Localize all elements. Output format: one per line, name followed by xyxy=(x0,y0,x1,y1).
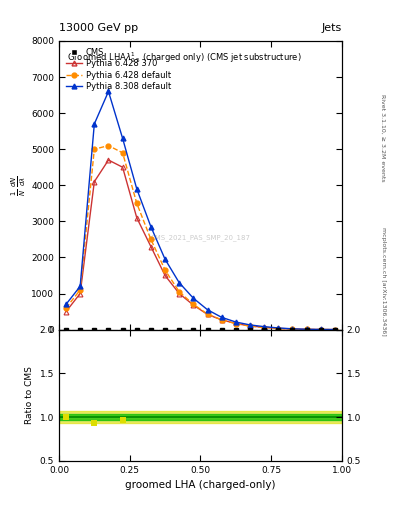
Point xyxy=(63,413,69,421)
Y-axis label: Ratio to CMS: Ratio to CMS xyxy=(25,366,34,424)
Y-axis label: $\frac{1}{N}$ $\frac{dN}{d\lambda}$: $\frac{1}{N}$ $\frac{dN}{d\lambda}$ xyxy=(10,175,28,196)
Bar xyxy=(59,414,342,420)
X-axis label: groomed LHA (charged-only): groomed LHA (charged-only) xyxy=(125,480,275,490)
Legend: CMS, Pythia 6.428 370, Pythia 6.428 default, Pythia 8.308 default: CMS, Pythia 6.428 370, Pythia 6.428 defa… xyxy=(63,45,173,94)
Point xyxy=(91,419,97,428)
Bar xyxy=(59,411,342,423)
Point xyxy=(119,416,126,424)
Text: Groomed LHA$\lambda^{1}_{0.5}$ (charged only) (CMS jet substructure): Groomed LHA$\lambda^{1}_{0.5}$ (charged … xyxy=(68,50,302,65)
Text: 13000 GeV pp: 13000 GeV pp xyxy=(59,23,138,33)
Text: Jets: Jets xyxy=(321,23,342,33)
Text: CMS_2021_PAS_SMP_20_187: CMS_2021_PAS_SMP_20_187 xyxy=(151,234,250,241)
Text: mcplots.cern.ch [arXiv:1306.3436]: mcplots.cern.ch [arXiv:1306.3436] xyxy=(381,227,386,336)
Text: Rivet 3.1.10, ≥ 3.2M events: Rivet 3.1.10, ≥ 3.2M events xyxy=(381,94,386,182)
